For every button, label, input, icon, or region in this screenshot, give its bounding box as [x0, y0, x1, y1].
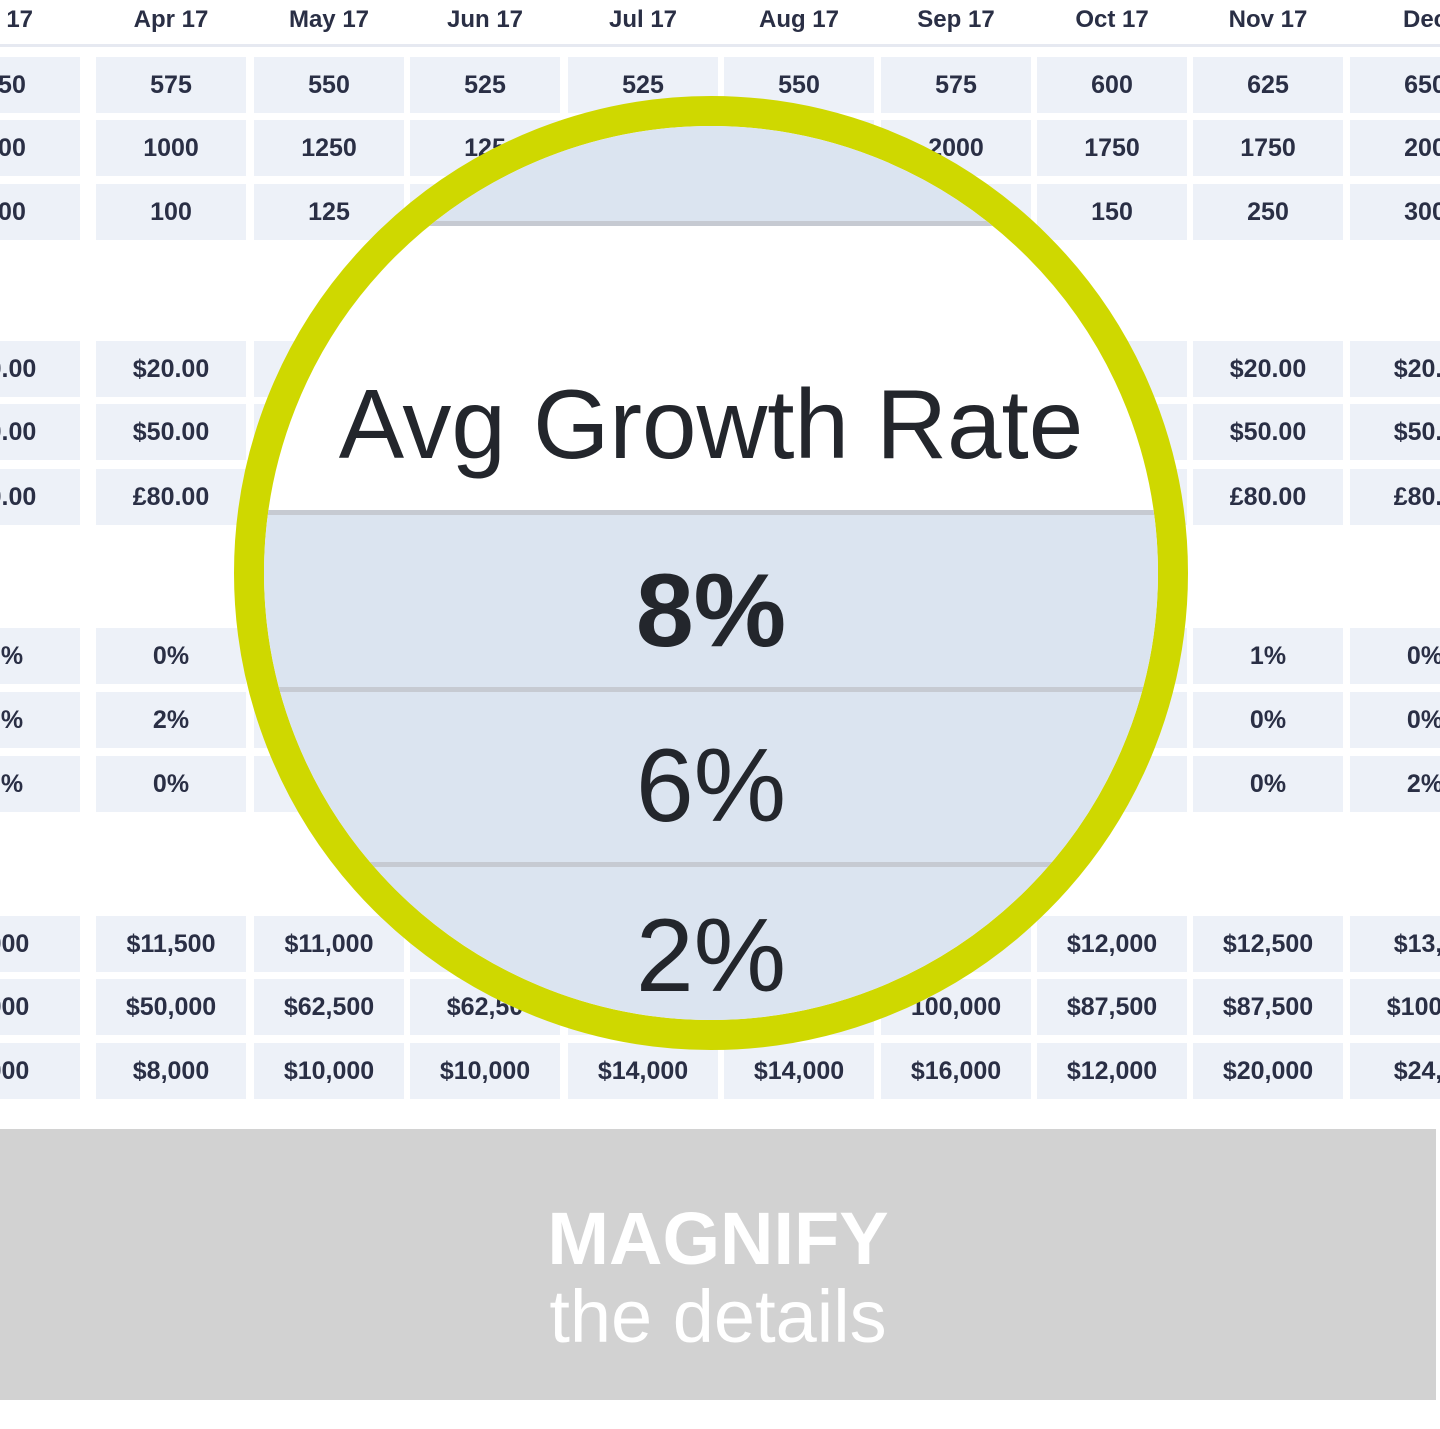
table-cell: 0%: [1193, 756, 1343, 812]
table-cell: £80.00: [1193, 469, 1343, 525]
table-cell: 625: [1193, 57, 1343, 113]
table-cell: 30.00: [0, 469, 80, 525]
table-cell: 0%: [96, 628, 246, 684]
table-cell: $10,000: [254, 1043, 404, 1099]
table-cell: ,000: [0, 979, 80, 1035]
table-cell: 2%: [96, 692, 246, 748]
magnifier-row: [264, 515, 1158, 687]
table-cell: 250: [1193, 184, 1343, 240]
table-cell: $24,0: [1350, 1043, 1440, 1099]
column-header: Apr 17: [133, 6, 209, 33]
table-cell: 1%: [1193, 628, 1343, 684]
table-cell: 50.00: [0, 404, 80, 460]
column-header: May 17: [288, 6, 370, 33]
table-cell: $16,000: [881, 1043, 1031, 1099]
table-cell: 575: [881, 57, 1031, 113]
column-header: Dec: [1402, 6, 1440, 33]
header-divider: [0, 44, 1440, 47]
column-header: Jun 17: [446, 6, 524, 33]
table-cell: $11,500: [96, 916, 246, 972]
table-cell: 200: [1350, 120, 1440, 176]
column-header: ar 17: [0, 6, 34, 33]
table-cell: 0%: [0, 628, 80, 684]
magnifier-divider: [264, 862, 1158, 867]
table-cell: $12,500: [1193, 916, 1343, 972]
column-header: Aug 17: [758, 6, 839, 33]
table-cell: 100: [0, 184, 80, 240]
table-cell: $100,0: [1350, 979, 1440, 1035]
column-header: Nov 17: [1228, 6, 1308, 33]
table-cell: 525: [410, 57, 560, 113]
table-cell: 550: [254, 57, 404, 113]
magnifier-divider: [264, 687, 1158, 692]
magnifier-lens: Avg Growth Rate 8% 6% 2%: [234, 96, 1188, 1050]
table-cell: $50.00: [96, 404, 246, 460]
table-cell: £80.00: [96, 469, 246, 525]
table-cell: $13,0: [1350, 916, 1440, 972]
table-cell: $14,000: [724, 1043, 874, 1099]
magnifier-title: Avg Growth Rate: [338, 369, 1084, 479]
banner-title: MAGNIFY: [547, 1197, 889, 1280]
table-cell: 000: [0, 120, 80, 176]
table-cell: 0%: [1350, 628, 1440, 684]
growth-rate-value: 2%: [635, 898, 787, 1014]
caption-banner: MAGNIFY the details: [0, 1129, 1436, 1400]
magnifier-row: [264, 867, 1158, 1020]
growth-rate-value: 6%: [635, 728, 787, 844]
column-header: Jul 17: [608, 6, 678, 33]
column-header: Sep 17: [917, 6, 995, 33]
table-cell: 100: [96, 184, 246, 240]
table-cell: $20,000: [1193, 1043, 1343, 1099]
table-cell: $10,000: [410, 1043, 560, 1099]
table-cell: £80.0: [1350, 469, 1440, 525]
table-cell: $50,000: [96, 979, 246, 1035]
table-cell: 0%: [1350, 692, 1440, 748]
table-cell: $20.00: [1193, 341, 1343, 397]
magnifier-top-row: [264, 126, 1158, 221]
table-cell: 300: [1350, 184, 1440, 240]
table-cell: 0%: [96, 756, 246, 812]
table-cell: 20.00: [0, 341, 80, 397]
table-cell: $14,000: [568, 1043, 718, 1099]
table-cell: $20.00: [96, 341, 246, 397]
table-cell: 600: [1037, 57, 1187, 113]
column-header: Oct 17: [1075, 6, 1149, 33]
table-cell: 2%: [0, 756, 80, 812]
table-cell: 1750: [1193, 120, 1343, 176]
table-cell: $8,000: [96, 1043, 246, 1099]
table-cell: ,000: [0, 916, 80, 972]
table-cell: 0%: [0, 692, 80, 748]
magnifier-row: [264, 692, 1158, 862]
magnifier-divider: [264, 510, 1158, 515]
growth-rate-value: 8%: [635, 553, 787, 669]
banner-subtitle: the details: [549, 1275, 887, 1358]
table-cell: 550: [0, 57, 80, 113]
table-cell: 1000: [96, 120, 246, 176]
table-cell: 0%: [1193, 692, 1343, 748]
table-cell: $20.0: [1350, 341, 1440, 397]
magnifier-divider: [264, 221, 1158, 226]
table-cell: 575: [96, 57, 246, 113]
table-cell: $50.0: [1350, 404, 1440, 460]
table-cell: $12,000: [1037, 1043, 1187, 1099]
table-cell: $50.00: [1193, 404, 1343, 460]
magnifier-content: Avg Growth Rate 8% 6% 2%: [264, 126, 1158, 1020]
table-cell: 2%: [1350, 756, 1440, 812]
table-cell: ,000: [0, 1043, 80, 1099]
table-cell: $87,500: [1193, 979, 1343, 1035]
table-cell: 650: [1350, 57, 1440, 113]
